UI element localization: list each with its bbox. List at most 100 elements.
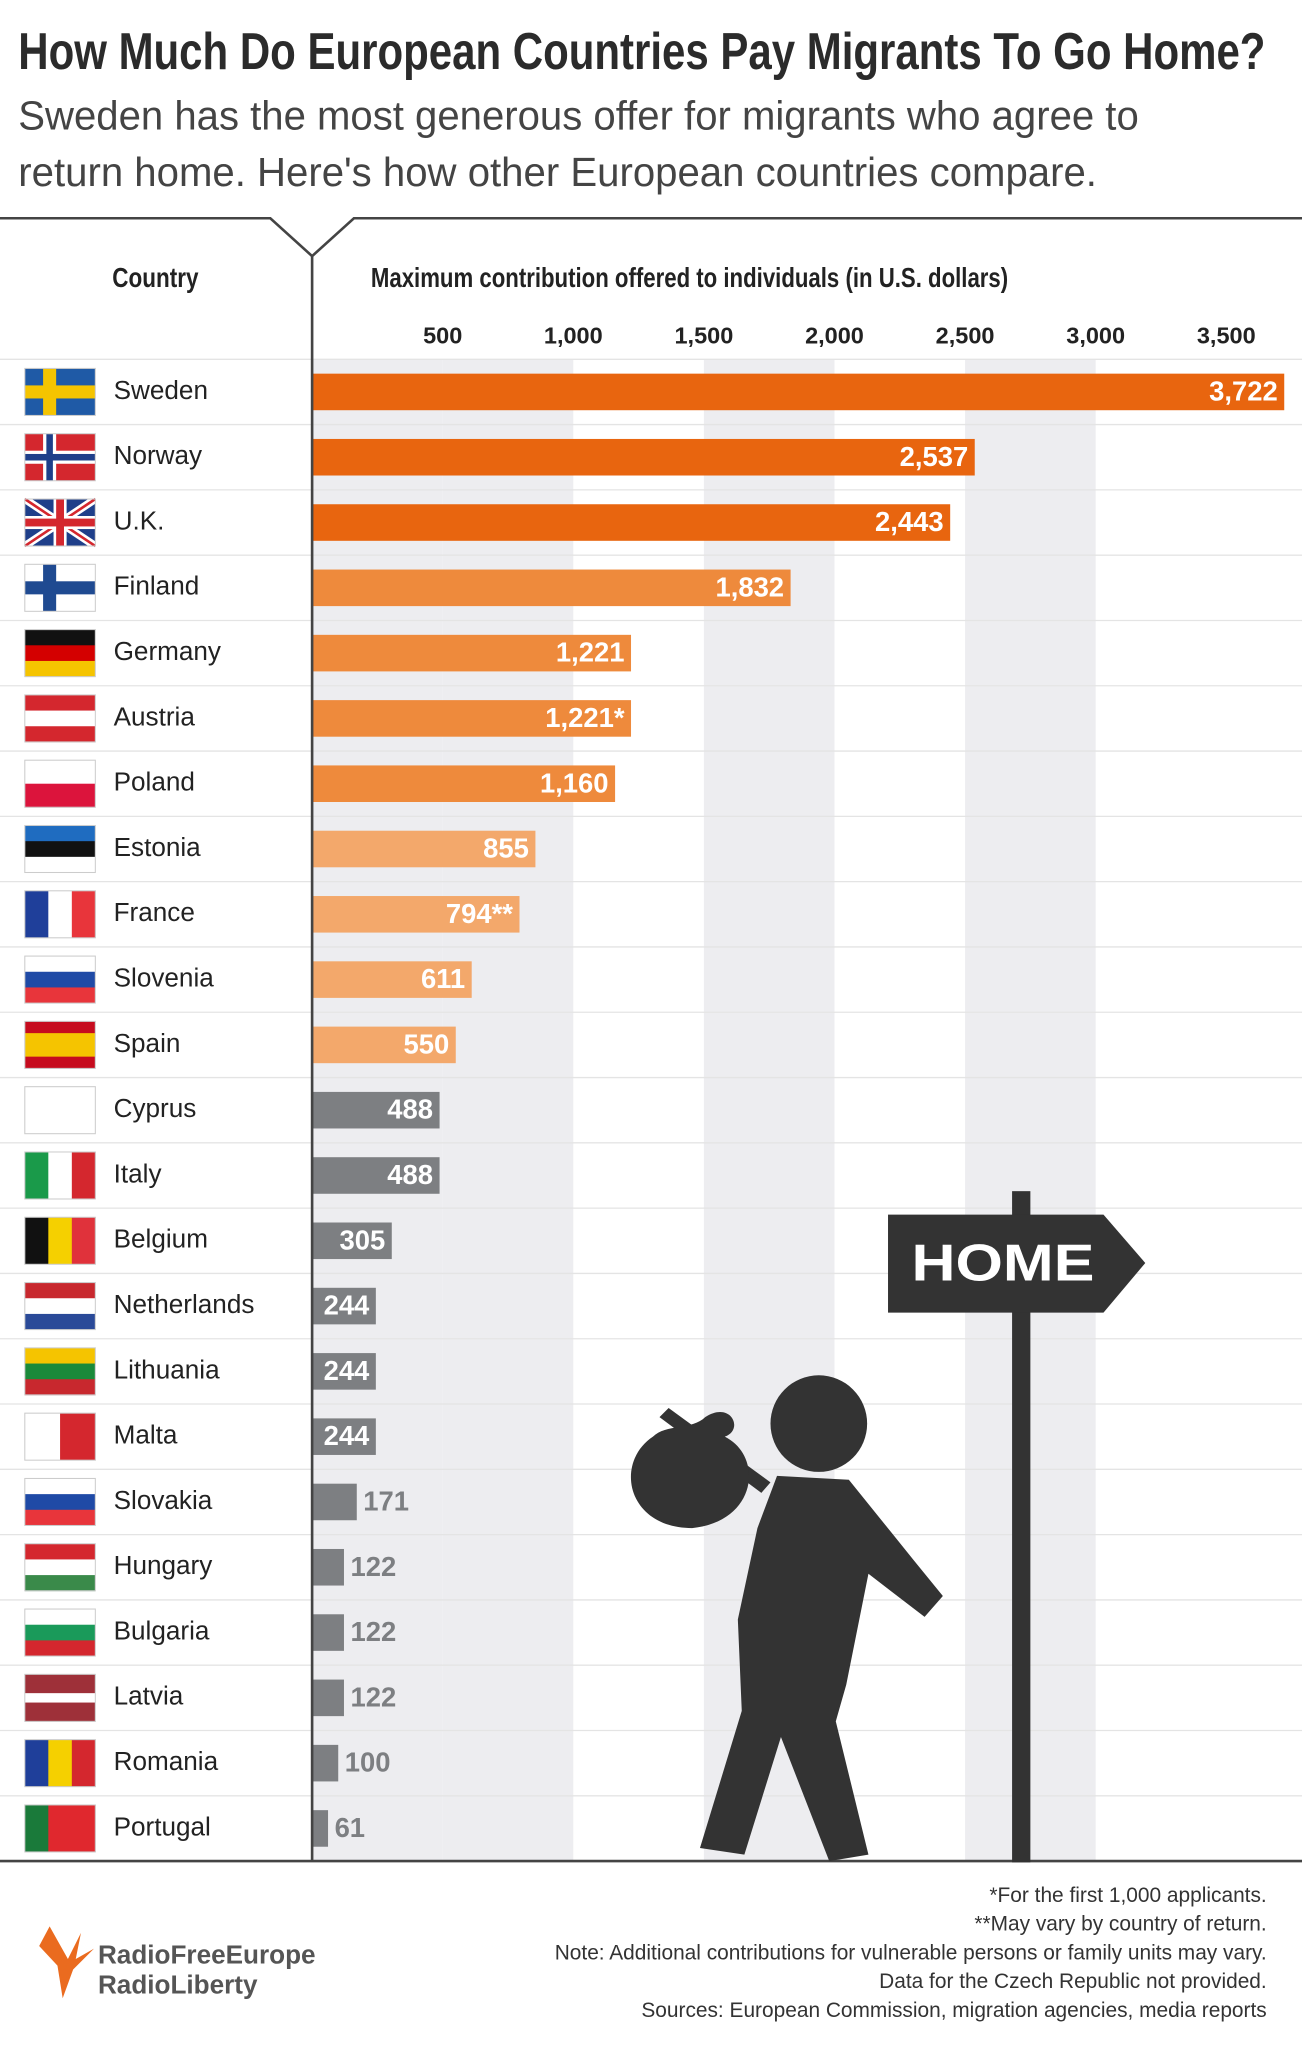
bar	[312, 1353, 376, 1390]
y-tick-label: Malta	[114, 1420, 178, 1450]
flag-stripe	[24, 1086, 96, 1135]
flag-border	[24, 1739, 96, 1788]
flag	[24, 694, 96, 743]
flag-border	[24, 1543, 96, 1592]
flag	[24, 1347, 96, 1396]
flag	[24, 890, 96, 939]
y-tick-label: Lithuania	[114, 1354, 220, 1384]
y-tick-label: Norway	[114, 440, 203, 470]
flag-border	[24, 694, 96, 743]
flag-stripe	[24, 1509, 96, 1526]
flag-border	[24, 955, 96, 1004]
flag-stripe	[24, 1413, 61, 1461]
value-label: 122	[351, 1551, 397, 1582]
x-tick-label: 1,500	[674, 322, 733, 348]
flag-stripe	[24, 1543, 96, 1560]
y-tick-label: Portugal	[114, 1811, 211, 1841]
bar	[312, 896, 520, 933]
flag-border	[24, 1216, 96, 1265]
flag	[24, 1412, 96, 1461]
flag-stripe	[24, 1217, 49, 1265]
flag-stripe	[24, 1693, 96, 1703]
value-label: 550	[404, 1028, 450, 1059]
bar	[312, 1483, 357, 1521]
flag-stripe	[24, 1559, 96, 1576]
value-label: 244	[324, 1420, 370, 1451]
flag-stripe	[24, 1033, 96, 1046]
x-tick-label: 500	[423, 322, 462, 348]
flag-stripe	[24, 629, 96, 646]
x-tick-label: 1,000	[544, 322, 603, 348]
sign-post	[1012, 1191, 1031, 1863]
flag	[24, 1543, 96, 1592]
bar	[312, 1744, 339, 1782]
logo: RadioFreeEurope RadioLiberty	[39, 1926, 316, 1999]
footnote: Sources: European Commission, migration …	[641, 1999, 1266, 2022]
bar	[312, 1548, 344, 1586]
x-tick-label: 3,500	[1197, 322, 1256, 348]
value-label: 244	[324, 1355, 370, 1386]
y-tick-label: Austria	[114, 701, 196, 731]
flag-stripe	[24, 1494, 96, 1511]
y-tick-label: U.K.	[114, 505, 165, 535]
flag-stripe	[24, 1711, 96, 1722]
flag-border	[24, 1151, 96, 1200]
footnote: Data for the Czech Republic not provided…	[879, 1970, 1267, 1993]
y-tick-label: France	[114, 897, 195, 927]
flag-stripe	[24, 1674, 96, 1685]
flag	[24, 367, 96, 416]
flag-stripe	[24, 890, 49, 938]
logo-text: RadioLiberty	[98, 1969, 258, 1999]
x-tick-label: 3,000	[1066, 322, 1125, 348]
flag-border	[24, 498, 96, 547]
y-tick-label: Finland	[114, 571, 200, 601]
bar	[312, 634, 632, 672]
bar	[312, 1679, 344, 1717]
value-label: 244	[324, 1290, 370, 1321]
flag-border	[24, 367, 96, 416]
header-rule	[0, 216, 1302, 258]
flag-border	[24, 1477, 96, 1526]
flag-stripe	[24, 1298, 96, 1315]
y-tick-label: Italy	[114, 1158, 162, 1188]
flag-stripe	[24, 694, 96, 711]
flag-stripe	[24, 1056, 96, 1069]
flag	[24, 1151, 96, 1200]
value-label: 1,221*	[545, 702, 625, 733]
value-label: 122	[351, 1681, 397, 1712]
flag-stripe	[48, 1739, 73, 1787]
flag-stripe	[24, 660, 96, 678]
flag	[24, 1673, 96, 1722]
flag-stripe	[24, 1363, 96, 1380]
flag-cross	[24, 518, 96, 527]
flag-border	[24, 563, 96, 612]
flag-stripe	[60, 1413, 96, 1461]
y-tick-label: Cyprus	[114, 1093, 197, 1123]
category-header: Country	[112, 262, 199, 293]
value-label: 488	[387, 1159, 433, 1190]
flag	[24, 1216, 96, 1265]
flag-border	[24, 1608, 96, 1657]
flag-stripe	[48, 1804, 73, 1852]
flag-border	[24, 1673, 96, 1722]
value-label: 305	[340, 1224, 386, 1255]
axis-label: Maximum contribution offered to individu…	[371, 262, 1008, 293]
flag-stripe	[24, 1739, 49, 1787]
flag-border	[24, 1020, 96, 1069]
flag	[24, 563, 96, 612]
flag-stripe	[24, 1702, 96, 1713]
flag-stripe	[24, 856, 96, 873]
value-label: 61	[335, 1812, 365, 1843]
flag-stripe	[24, 1575, 96, 1592]
value-label: 855	[483, 833, 529, 864]
bar	[312, 1026, 456, 1064]
flag	[24, 629, 96, 678]
flag-stripe	[24, 1640, 96, 1657]
sign-text: HOME	[912, 1235, 1095, 1293]
value-label: 171	[363, 1486, 409, 1517]
flag-stripe	[71, 1217, 96, 1265]
flag	[24, 1477, 96, 1526]
bar	[312, 1614, 344, 1651]
flag-stripe	[24, 1313, 96, 1330]
